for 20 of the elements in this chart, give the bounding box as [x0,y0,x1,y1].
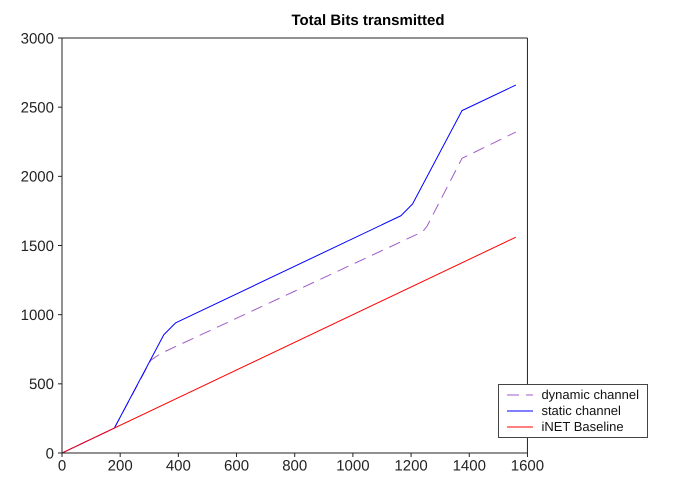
x-tick-label: 1600 [510,458,544,475]
x-tick-label: 1000 [336,458,370,475]
x-tick-label: 1200 [394,458,428,475]
y-tick-label: 3000 [20,30,54,48]
legend-label: static channel [541,403,621,419]
y-tick-label: 500 [28,376,54,394]
x-tick-label: 0 [58,458,66,475]
x-tick-label: 800 [282,458,308,475]
x-tick-label: 400 [166,458,191,475]
y-tick-label: 2500 [20,99,54,116]
y-tick-label: 0 [46,445,54,462]
x-tick-label: 600 [224,458,250,475]
x-tick-label: 200 [108,458,133,475]
legend-label: iNET Baseline [541,419,624,435]
legend-label: dynamic channel [541,387,639,403]
x-tick-label: 1400 [452,458,486,475]
y-tick-label: 2000 [20,168,54,186]
y-tick-label: 1000 [20,306,54,324]
chart-title: Total Bits transmitted [290,12,446,29]
y-tick-label: 1500 [20,238,54,255]
